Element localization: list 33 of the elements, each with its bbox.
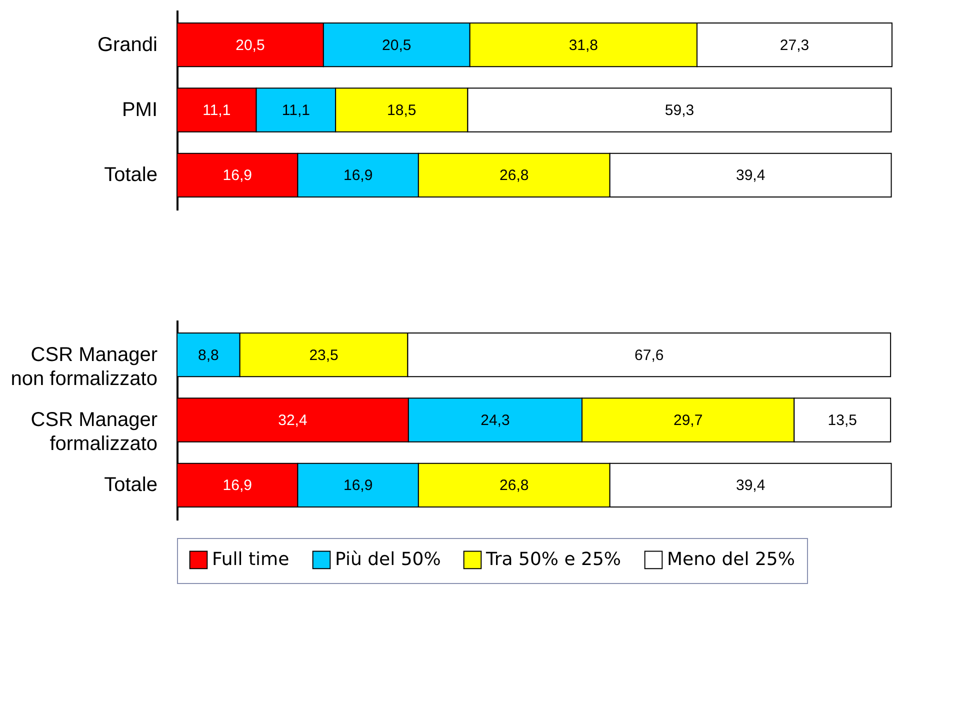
y-tick-label: Totale (104, 164, 158, 186)
y-tick-label: CSR Manager non formalizzato (10, 344, 158, 390)
y-tick-label: PMI (122, 99, 158, 121)
data-label: 24,3 (480, 412, 510, 429)
data-label: 16,9 (343, 477, 373, 494)
legend-label: Meno del 25% (667, 548, 795, 570)
data-label: 20,5 (236, 36, 265, 54)
data-label: 23,5 (309, 346, 338, 364)
data-label: 16,9 (222, 167, 252, 184)
data-label: 18,5 (387, 102, 416, 119)
legend-label: Full time (212, 548, 290, 570)
data-label: 67,6 (634, 346, 664, 364)
y-tick-label: Grandi (97, 34, 158, 56)
legend-label: Tra 50% e 25% (485, 548, 622, 570)
data-label: 26,8 (500, 477, 529, 494)
data-label: 16,9 (222, 477, 252, 494)
data-label: 13,5 (828, 412, 857, 429)
data-label: 11,1 (282, 102, 310, 119)
data-label: 39,4 (736, 477, 766, 494)
data-label: 31,8 (568, 36, 598, 54)
data-label: 32,4 (278, 412, 308, 429)
y-tick-label: Totale (104, 474, 158, 496)
data-label: 26,8 (500, 167, 529, 184)
data-label: 11,1 (202, 102, 231, 119)
data-label: 39,4 (736, 167, 766, 184)
data-label: 27,3 (780, 36, 810, 54)
data-label: 59,3 (664, 102, 694, 119)
data-label: 29,7 (673, 412, 703, 429)
legend-label: Più del 50% (335, 548, 441, 570)
data-label: 20,5 (382, 36, 412, 54)
y-tick-label: CSR Manager formalizzato (30, 409, 158, 455)
data-label: 16,9 (343, 167, 373, 184)
data-label: 8,8 (198, 346, 219, 364)
